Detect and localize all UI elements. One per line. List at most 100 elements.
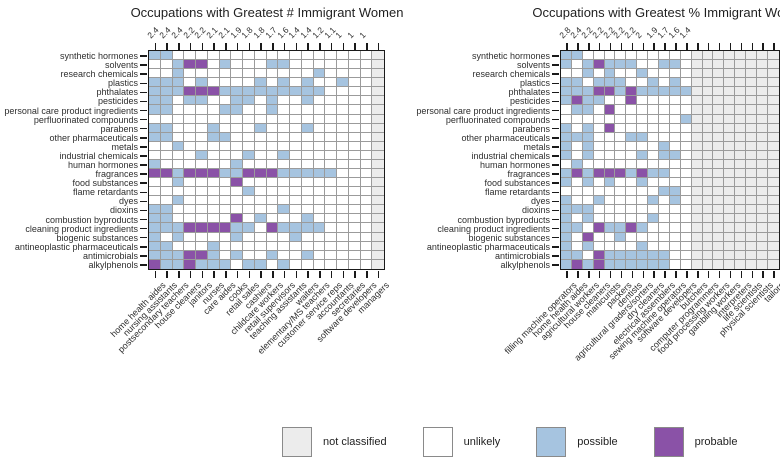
y-tick	[552, 64, 559, 66]
x-tick-bottom	[751, 270, 753, 278]
heatmap-cell	[149, 87, 161, 97]
heatmap-cell	[360, 69, 373, 79]
heatmap-cell	[254, 223, 267, 233]
y-axis-label: pesticides	[97, 96, 138, 107]
heatmap-cell	[561, 159, 572, 170]
heatmap-cell	[301, 141, 314, 151]
heatmap-cell	[301, 250, 314, 260]
heatmap-cell	[254, 141, 267, 151]
heatmap-cell	[184, 205, 196, 215]
heatmap-cell	[593, 187, 605, 197]
heatmap-cell	[604, 123, 616, 133]
heatmap-cell	[702, 232, 714, 242]
heatmap-cell	[231, 123, 243, 133]
heatmap-cell	[582, 187, 594, 197]
heatmap-cell	[724, 178, 736, 188]
heatmap-cell	[659, 169, 670, 179]
heatmap-cell	[626, 159, 638, 170]
heatmap-cell	[360, 241, 373, 251]
heatmap-cell	[172, 132, 185, 142]
heatmap-cell	[648, 78, 660, 88]
heatmap-cell	[372, 250, 384, 260]
heatmap-cell	[571, 232, 583, 242]
heatmap-cell	[767, 250, 779, 260]
heatmap-cell	[243, 114, 255, 124]
heatmap-cell	[724, 169, 736, 179]
heatmap-cell	[735, 232, 747, 242]
heatmap-cell	[348, 214, 361, 224]
heatmap-cell	[348, 259, 361, 269]
heatmap-cell	[278, 178, 290, 188]
heatmap-cell	[348, 69, 361, 79]
heatmap-cell	[713, 232, 725, 242]
heatmap-cell	[593, 51, 605, 61]
heatmap-cell	[278, 114, 290, 124]
heatmap-cell	[604, 159, 616, 170]
heatmap-cell	[266, 141, 279, 151]
heatmap-cell	[184, 141, 196, 151]
heatmap-cell	[615, 196, 627, 206]
heatmap-cell	[325, 51, 337, 61]
heatmap-cell	[582, 105, 594, 115]
x-tick-top	[642, 43, 644, 50]
heatmap-cell	[604, 87, 616, 97]
heatmap-cell	[702, 187, 714, 197]
heatmap-cell	[301, 241, 314, 251]
heatmap-cell	[278, 159, 290, 170]
heatmap-cell	[713, 123, 725, 133]
heatmap-cell	[767, 214, 779, 224]
heatmap-cell	[582, 51, 594, 61]
heatmap-cell	[360, 250, 373, 260]
heatmap-cell	[172, 78, 185, 88]
heatmap-cell	[702, 123, 714, 133]
y-tick	[140, 127, 147, 130]
heatmap-cell	[713, 114, 725, 124]
heatmap-cell	[254, 123, 267, 133]
column-value: 2	[633, 29, 644, 41]
heatmap-cell	[626, 187, 638, 197]
heatmap-cell	[160, 114, 173, 124]
heatmap-cell	[724, 241, 736, 251]
heatmap-cell	[337, 60, 349, 70]
x-tick-bottom	[283, 270, 286, 278]
y-axis-label: antimicrobials	[82, 250, 138, 261]
legend-swatch-unlikely	[422, 427, 453, 457]
heatmap-cell	[669, 250, 681, 260]
heatmap-cell	[149, 96, 161, 106]
y-axis-label: biogenic substances	[468, 232, 550, 243]
heatmap-cell	[337, 205, 349, 215]
heatmap-cell	[266, 150, 279, 160]
heatmap-cell	[172, 232, 185, 242]
heatmap-cell	[593, 259, 605, 269]
heatmap-cell	[767, 51, 779, 61]
heatmap-cell	[648, 105, 660, 115]
heatmap-cell	[767, 205, 779, 215]
x-tick-top	[588, 43, 590, 50]
heatmap-cell	[196, 169, 208, 179]
heatmap-cell	[313, 169, 326, 179]
y-tick	[552, 246, 559, 248]
heatmap-cell	[691, 78, 703, 88]
heatmap-cell	[219, 132, 232, 142]
heatmap-cell	[207, 132, 220, 142]
heatmap-cell	[325, 96, 337, 106]
x-tick-top	[718, 43, 721, 50]
heatmap-cell	[713, 132, 725, 142]
x-tick-bottom	[166, 270, 168, 278]
heatmap-cell	[254, 205, 267, 215]
heatmap-cell	[337, 141, 349, 151]
heatmap-cell	[626, 123, 638, 133]
x-tick-top	[729, 43, 732, 50]
heatmap-cell	[219, 78, 232, 88]
x-tick-top	[178, 43, 180, 50]
heatmap-cell	[593, 159, 605, 170]
heatmap-cell	[680, 205, 692, 215]
y-tick	[140, 264, 147, 266]
heatmap-cell	[746, 205, 758, 215]
heatmap-cell	[348, 96, 361, 106]
heatmap-cell	[615, 178, 627, 188]
heatmap-cell	[243, 132, 255, 142]
heatmap-cell	[582, 159, 594, 170]
x-tick-bottom	[718, 270, 721, 278]
heatmap-cell	[582, 169, 594, 179]
